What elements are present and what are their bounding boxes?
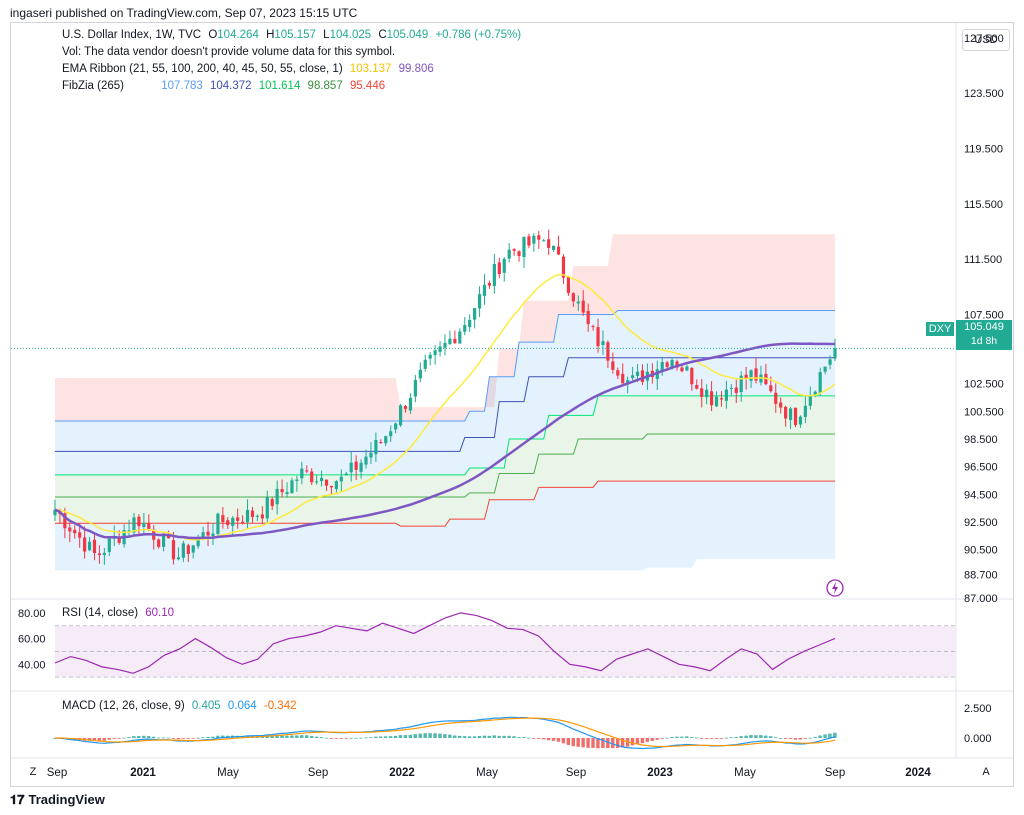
- fib-value-4: 98.857: [307, 80, 343, 92]
- bar-countdown: 1d 8h: [970, 335, 998, 347]
- macd-value: 0.405: [191, 700, 221, 712]
- fib-value-1: 107.783: [161, 80, 203, 92]
- ohlc-close: C105.049: [378, 29, 429, 41]
- rsi-legend[interactable]: RSI (14, close) 60.10: [62, 607, 178, 619]
- macd-signal-value: 0.064: [227, 700, 257, 712]
- published-caption: ingaseri published on TradingView.com, S…: [10, 6, 358, 20]
- symbol-name[interactable]: U.S. Dollar Index, 1W, TVC: [62, 29, 202, 41]
- rsi-label: RSI (14, close): [62, 607, 139, 619]
- fib-label: FibZia (265): [62, 80, 124, 92]
- fib-value-3: 101.614: [258, 80, 301, 92]
- ohlc-change: +0.786 (+0.75%): [435, 29, 522, 41]
- macd-legend[interactable]: MACD (12, 26, close, 9) 0.405 0.064 -0.3…: [62, 700, 301, 712]
- legend-fibzia[interactable]: FibZia (265) 107.783 104.372 101.614 98.…: [62, 80, 389, 92]
- tradingview-logo[interactable]: 𝟏𝟕 TradingView: [10, 792, 105, 807]
- ohlc-low: L104.025: [323, 29, 372, 41]
- zoom-reset-button[interactable]: Z: [29, 766, 37, 778]
- ema-label: EMA Ribbon (21, 55, 100, 200, 40, 45, 50…: [62, 63, 343, 75]
- last-price-symbol-badge: DXY: [926, 322, 954, 336]
- fib-value-2: 104.372: [209, 80, 252, 92]
- macd-hist-value: -0.342: [263, 700, 297, 712]
- auto-scale-button[interactable]: A: [982, 766, 990, 778]
- legend-volume-note: Vol: The data vendor doesn't provide vol…: [62, 46, 396, 58]
- last-price-value: 105.049: [964, 321, 1004, 333]
- ohlc-open: O104.264: [208, 29, 259, 41]
- last-price-badge: 105.049 1d 8h: [956, 320, 1012, 350]
- legend-symbol-row: U.S. Dollar Index, 1W, TVC O104.264 H105…: [62, 29, 525, 41]
- rsi-value: 60.10: [145, 607, 175, 619]
- currency-button[interactable]: USD: [962, 29, 1010, 51]
- ohlc-high: H105.157: [266, 29, 316, 41]
- macd-label: MACD (12, 26, close, 9): [62, 700, 185, 712]
- ema-value-slow: 99.806: [398, 63, 434, 75]
- legend-ema-ribbon[interactable]: EMA Ribbon (21, 55, 100, 200, 40, 45, 50…: [62, 63, 438, 75]
- fib-value-5: 95.446: [349, 80, 386, 92]
- ema-value-fast: 103.137: [349, 63, 392, 75]
- chart-frame: [10, 22, 1014, 787]
- tradingview-logo-icon: 𝟏𝟕: [10, 792, 25, 807]
